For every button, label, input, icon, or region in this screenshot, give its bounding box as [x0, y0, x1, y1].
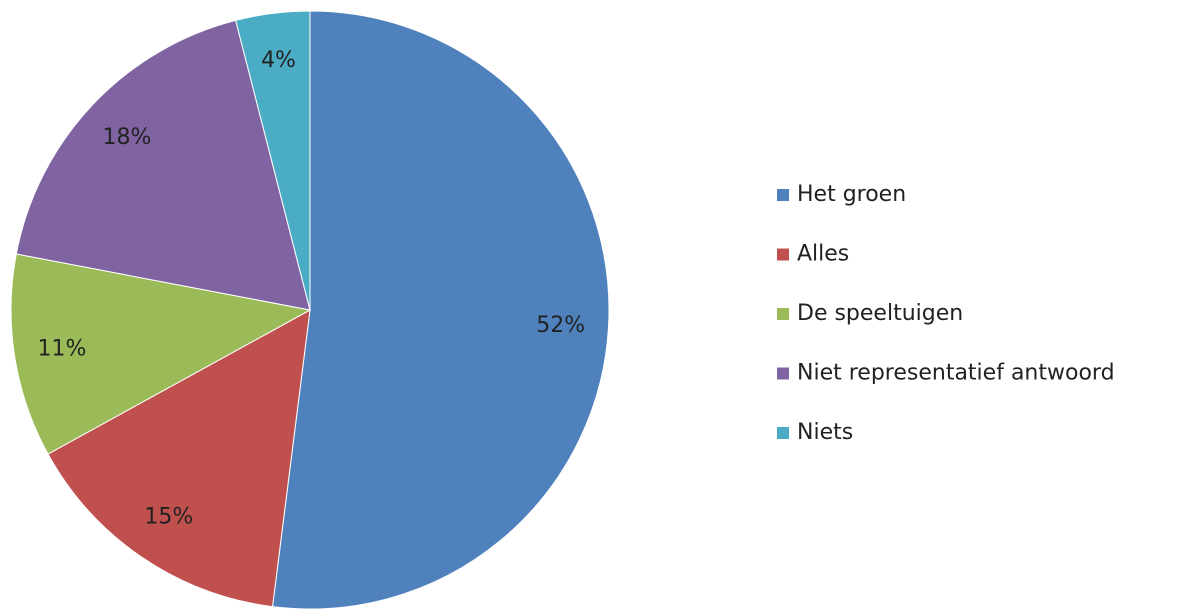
legend-label: Niets — [797, 420, 853, 445]
data-label: 52% — [536, 313, 585, 338]
legend-swatch — [777, 189, 789, 201]
legend-swatch — [777, 248, 789, 261]
pie-slice — [47, 309, 311, 608]
data-label: 18% — [102, 125, 151, 150]
legend-swatch — [777, 427, 789, 439]
legend-swatch — [777, 367, 789, 380]
data-label: 15% — [144, 505, 193, 530]
legend-label: Alles — [797, 242, 849, 267]
data-label: 4% — [261, 48, 296, 73]
pie-slice — [235, 10, 311, 311]
data-label: 11% — [37, 336, 86, 361]
pie-slice — [271, 10, 610, 610]
legend-swatch — [777, 308, 789, 320]
pie-slice — [10, 253, 312, 455]
legend-label: Het groen — [797, 182, 906, 207]
pie-slice — [15, 19, 311, 311]
legend-label: De speeltuigen — [797, 301, 963, 326]
legend-label: Niet representatief antwoord — [797, 361, 1115, 386]
